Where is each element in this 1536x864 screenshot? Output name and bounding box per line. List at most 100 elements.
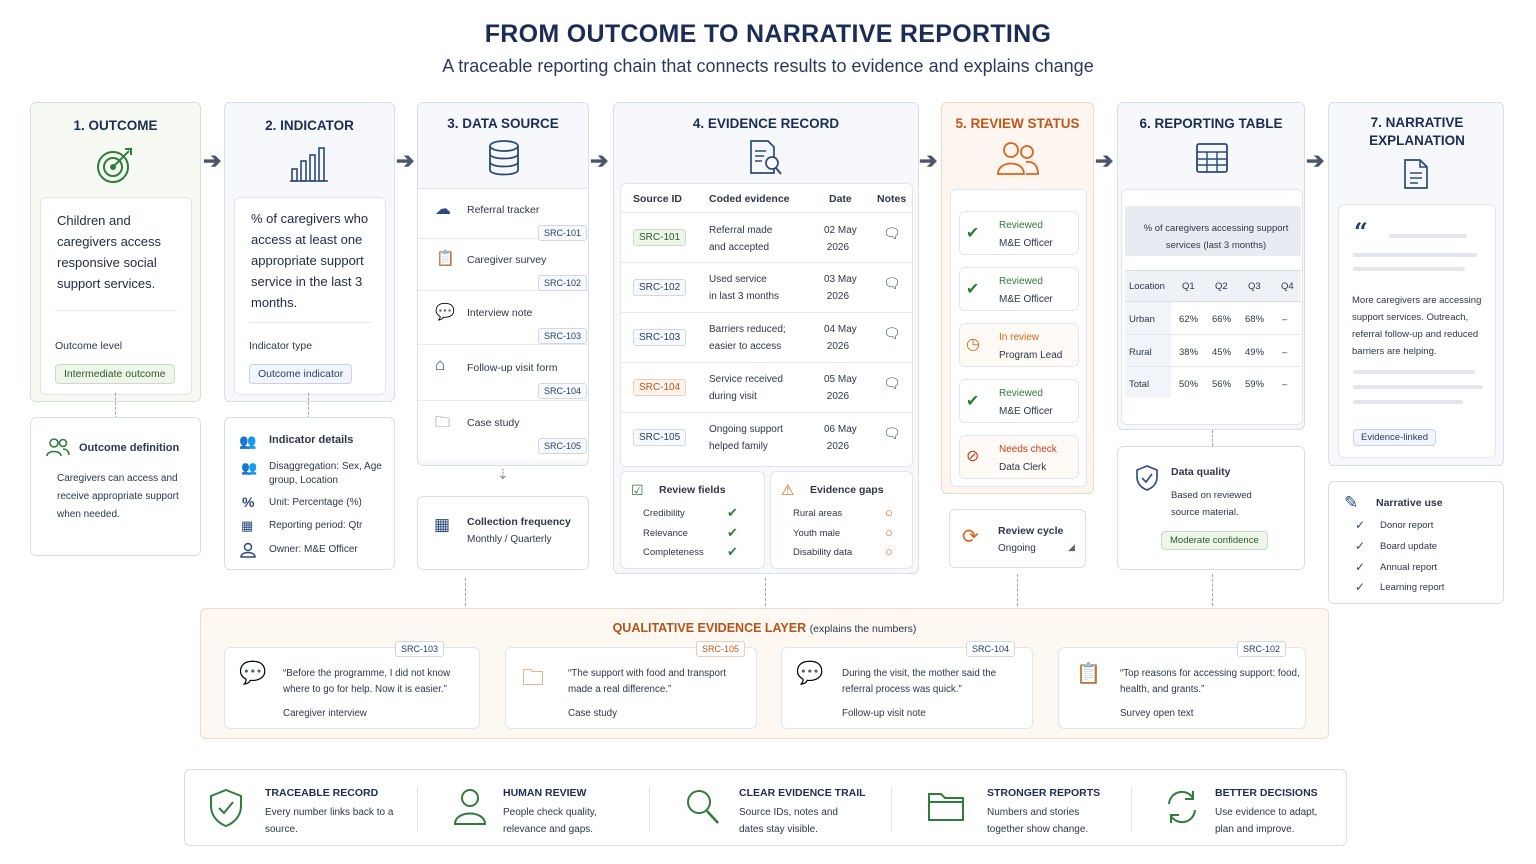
- review-item[interactable]: ✔ Reviewed M&E Officer: [959, 267, 1079, 311]
- benefit-item: BETTER DECISIONS Use evidence to adapt, …: [1161, 782, 1341, 836]
- indicator-details-card: 👥 Indicator details 👥 Disaggregation: Se…: [224, 417, 395, 570]
- outcome-definition-card: Outcome definition Caregivers can access…: [30, 417, 201, 556]
- quote-source: Caregiver interview: [283, 708, 367, 719]
- indicator-card: % of caregivers who access at least one …: [234, 197, 386, 395]
- source-id-badge: SRC-104: [966, 641, 1016, 657]
- outcome-level-label: Outcome level: [55, 340, 123, 352]
- indicator-type-label: Indicator type: [249, 340, 313, 352]
- quote-card[interactable]: SRC-104 💬 During the visit, the mother s…: [781, 641, 1033, 729]
- quote-card[interactable]: SRC-103 💬 “Before the programme, I did n…: [224, 641, 480, 729]
- warning-icon: ⚠: [781, 482, 795, 499]
- table-cell: 50%: [1179, 379, 1199, 390]
- source-item[interactable]: ☁ Referral tracker SRC-101: [418, 189, 588, 241]
- table-row[interactable]: SRC-103 Barriers reduced; easier to acces…: [621, 312, 912, 362]
- review-item[interactable]: ✔ Reviewed M&E Officer: [959, 379, 1079, 423]
- source-id-badge: SRC-105: [538, 438, 588, 454]
- column-header: Source ID: [633, 193, 683, 205]
- table-cell: –: [1282, 347, 1288, 358]
- source-item[interactable]: ⌂ Follow-up visit form SRC-104: [418, 345, 588, 401]
- check-circle-icon: ✔: [966, 393, 980, 410]
- source-item[interactable]: 💬 Interview note SRC-103: [418, 291, 588, 345]
- source-label: Follow-up visit form: [467, 362, 558, 374]
- note-icon[interactable]: 🗨: [883, 425, 901, 441]
- arrow-right-icon: ➔: [203, 148, 222, 173]
- narrative-card: “ More caregivers are accessing support …: [1338, 204, 1496, 458]
- quote-card[interactable]: SRC-102 📋 “Top reasons for accessing sup…: [1058, 641, 1306, 729]
- evidence-table: Source ID Coded evidence Date Notes SRC-…: [620, 183, 913, 467]
- outcome-definition-title: Outcome definition: [79, 442, 180, 454]
- indicator-text: % of caregivers who access at least one …: [251, 211, 369, 310]
- benefit-text: Source IDs, notes and dates stay visible…: [739, 807, 838, 835]
- data-quality-text: Based on reviewed source material.: [1171, 490, 1252, 518]
- review-item[interactable]: ◷ In review Program Lead: [959, 323, 1079, 367]
- review-list: ✔ Reviewed M&E Officer ✔ Reviewed M&E Of…: [950, 189, 1087, 487]
- quote-text: “Before the programme, I did not know wh…: [283, 668, 451, 695]
- benefit-title: BETTER DECISIONS: [1215, 787, 1318, 799]
- person-icon: [240, 542, 256, 558]
- bar-chart-icon: [290, 147, 328, 182]
- source-item[interactable]: 📋 Caregiver survey SRC-102: [418, 239, 588, 291]
- check-circle-icon: ✓: [1355, 560, 1366, 574]
- stage-data-source: 3. DATA SOURCE ☁ Referral tracker SRC-10…: [417, 102, 589, 466]
- speech-bubble-icon: 💬: [239, 660, 267, 685]
- evidence-date: 02 May 2026: [824, 225, 857, 253]
- arrow-right-icon: ➔: [396, 148, 415, 173]
- arrow-right-icon: ➔: [1095, 148, 1114, 173]
- review-item[interactable]: ✔ Reviewed M&E Officer: [959, 211, 1079, 255]
- indicator-type-badge: Outcome indicator: [249, 364, 353, 384]
- table-row[interactable]: SRC-105 Ongoing support helped family 06 …: [621, 412, 912, 466]
- qualitative-evidence-layer: QUALITATIVE EVIDENCE LAYER (explains the…: [200, 608, 1329, 739]
- table-row[interactable]: SRC-101 Referral made and accepted 02 May…: [621, 212, 912, 262]
- qualitative-title: QUALITATIVE EVIDENCE LAYER (explains the…: [612, 621, 917, 635]
- note-icon[interactable]: 🗨: [883, 375, 901, 391]
- review-status: Needs check: [999, 444, 1057, 455]
- stage-evidence-record: 4. EVIDENCE RECORD Source ID Coded evide…: [613, 102, 919, 574]
- table-cell: Urban: [1129, 314, 1155, 325]
- source-id-badge: SRC-102: [633, 279, 687, 296]
- note-icon[interactable]: 🗨: [883, 225, 901, 241]
- stage-narrative: 7. NARRATIVE EXPLANATION “ More caregive…: [1328, 102, 1504, 466]
- people-icon: 👥: [239, 433, 257, 449]
- column-header: Q4: [1281, 281, 1294, 292]
- review-field: Relevance: [643, 528, 688, 539]
- narrative-use-card: ✎ Narrative use ✓ Donor report ✓ Board u…: [1328, 481, 1504, 604]
- review-item[interactable]: ⊘ Needs check Data Clerk: [959, 435, 1079, 479]
- table-cell: 45%: [1212, 347, 1232, 358]
- evidence-date: 04 May 2026: [824, 324, 857, 352]
- detail-period: Reporting period: Qtr: [269, 520, 363, 531]
- stage-heading: 1. OUTCOME: [73, 118, 158, 133]
- check-circle-icon: ✔: [966, 281, 980, 298]
- source-item[interactable]: 🗀 Case study SRC-105: [418, 401, 588, 457]
- table-row[interactable]: SRC-104 Service received during visit 05 …: [621, 362, 912, 412]
- stage-indicator: 2. INDICATOR % of caregivers who access …: [224, 102, 395, 402]
- detail-unit: Unit: Percentage (%): [269, 497, 362, 508]
- narrative-text: More caregivers are accessing support se…: [1352, 295, 1482, 357]
- review-field: Completeness: [643, 547, 704, 558]
- evidence-gap: Rural areas: [793, 508, 843, 519]
- collection-frequency-title: Collection frequency: [467, 516, 571, 528]
- reporting-caption: % of caregivers accessing support servic…: [1143, 223, 1289, 251]
- cloud-icon: ☁: [435, 201, 451, 218]
- benefit-text: Use evidence to adapt, plan and improve.: [1215, 807, 1318, 835]
- quote-card[interactable]: SRC-105 🗀 “The support with food and tra…: [505, 641, 757, 729]
- check-circle-icon: ✔: [727, 505, 738, 520]
- source-label: Interview note: [467, 307, 533, 319]
- source-id-badge: SRC-103: [633, 329, 687, 346]
- cursor-icon: ◢: [1068, 542, 1075, 552]
- note-icon[interactable]: 🗨: [883, 275, 901, 291]
- coded-evidence: Barriers reduced; easier to access: [709, 324, 786, 352]
- table-cell: 68%: [1245, 314, 1265, 325]
- benefit-text: People check quality, relevance and gaps…: [503, 807, 597, 835]
- home-icon: ⌂: [435, 355, 446, 374]
- indicator-details-title: Indicator details: [269, 434, 354, 446]
- table-row[interactable]: SRC-102 Used service in last 3 months 03 …: [621, 262, 912, 312]
- note-icon[interactable]: 🗨: [883, 325, 901, 341]
- source-id-badge: SRC-103: [538, 328, 588, 344]
- benefit-title: TRACEABLE RECORD: [265, 787, 379, 799]
- shield-icon: [1136, 465, 1158, 491]
- source-id-badge: SRC-104: [633, 379, 687, 396]
- narrative-use-item: Annual report: [1380, 562, 1438, 573]
- review-fields-title: Review fields: [659, 484, 726, 496]
- evidence-gap: Disability data: [793, 547, 853, 558]
- percent-icon: %: [242, 494, 255, 510]
